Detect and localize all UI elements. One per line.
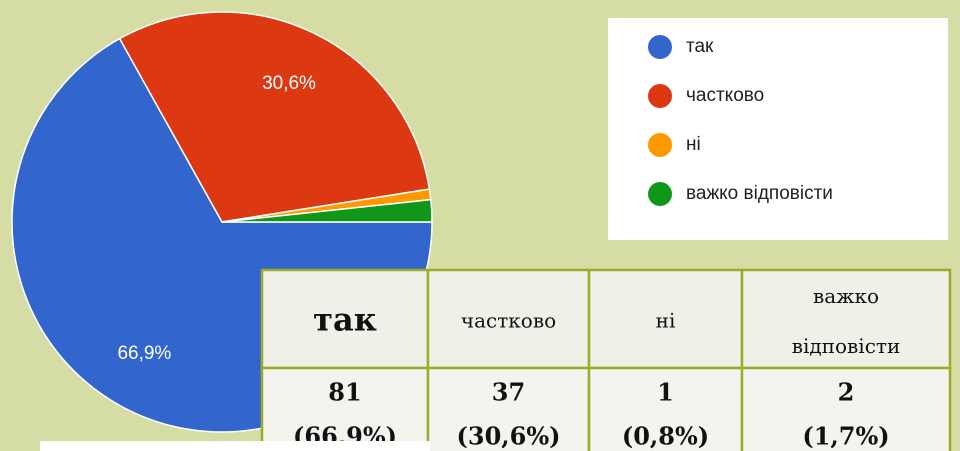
table-value: (1,7%) [802,422,889,451]
table-cell [260,366,430,451]
table-header: ні [656,309,676,333]
table-value: 2 [838,378,855,407]
data-label: 66,9% [117,343,171,364]
table-cell [587,268,744,370]
legend-label: частково [686,85,764,106]
table-header: важко відповісти [792,284,901,358]
legend-swatch [648,84,672,108]
legend-swatch [648,35,672,59]
table-cell [740,366,952,451]
legend: так частково ні важко відповісти [648,35,833,206]
legend-swatch [648,182,672,206]
table-value: 37 [492,378,525,407]
table-cell [260,268,430,370]
table-header: частково [461,309,556,333]
legend-label: ні [686,134,701,155]
table-cell [426,366,591,451]
pie-slice [118,11,431,223]
legend-label: важко відповісти [686,183,833,204]
table-value: 1 [657,378,674,407]
table-header: так [313,301,377,339]
legend-label: так [686,36,714,57]
table-value: (30,6%) [457,422,561,451]
overlay-shape [40,441,430,451]
table-value: 81 [328,378,361,407]
table: так81(66,9%)частково37(30,6%)ні1(0,8%)ва… [260,268,952,451]
legend-swatch [648,133,672,157]
data-label: 30,6% [262,73,316,94]
table-value: (0,8%) [622,422,709,451]
table-cell [587,366,744,451]
pie-slice [221,198,433,223]
